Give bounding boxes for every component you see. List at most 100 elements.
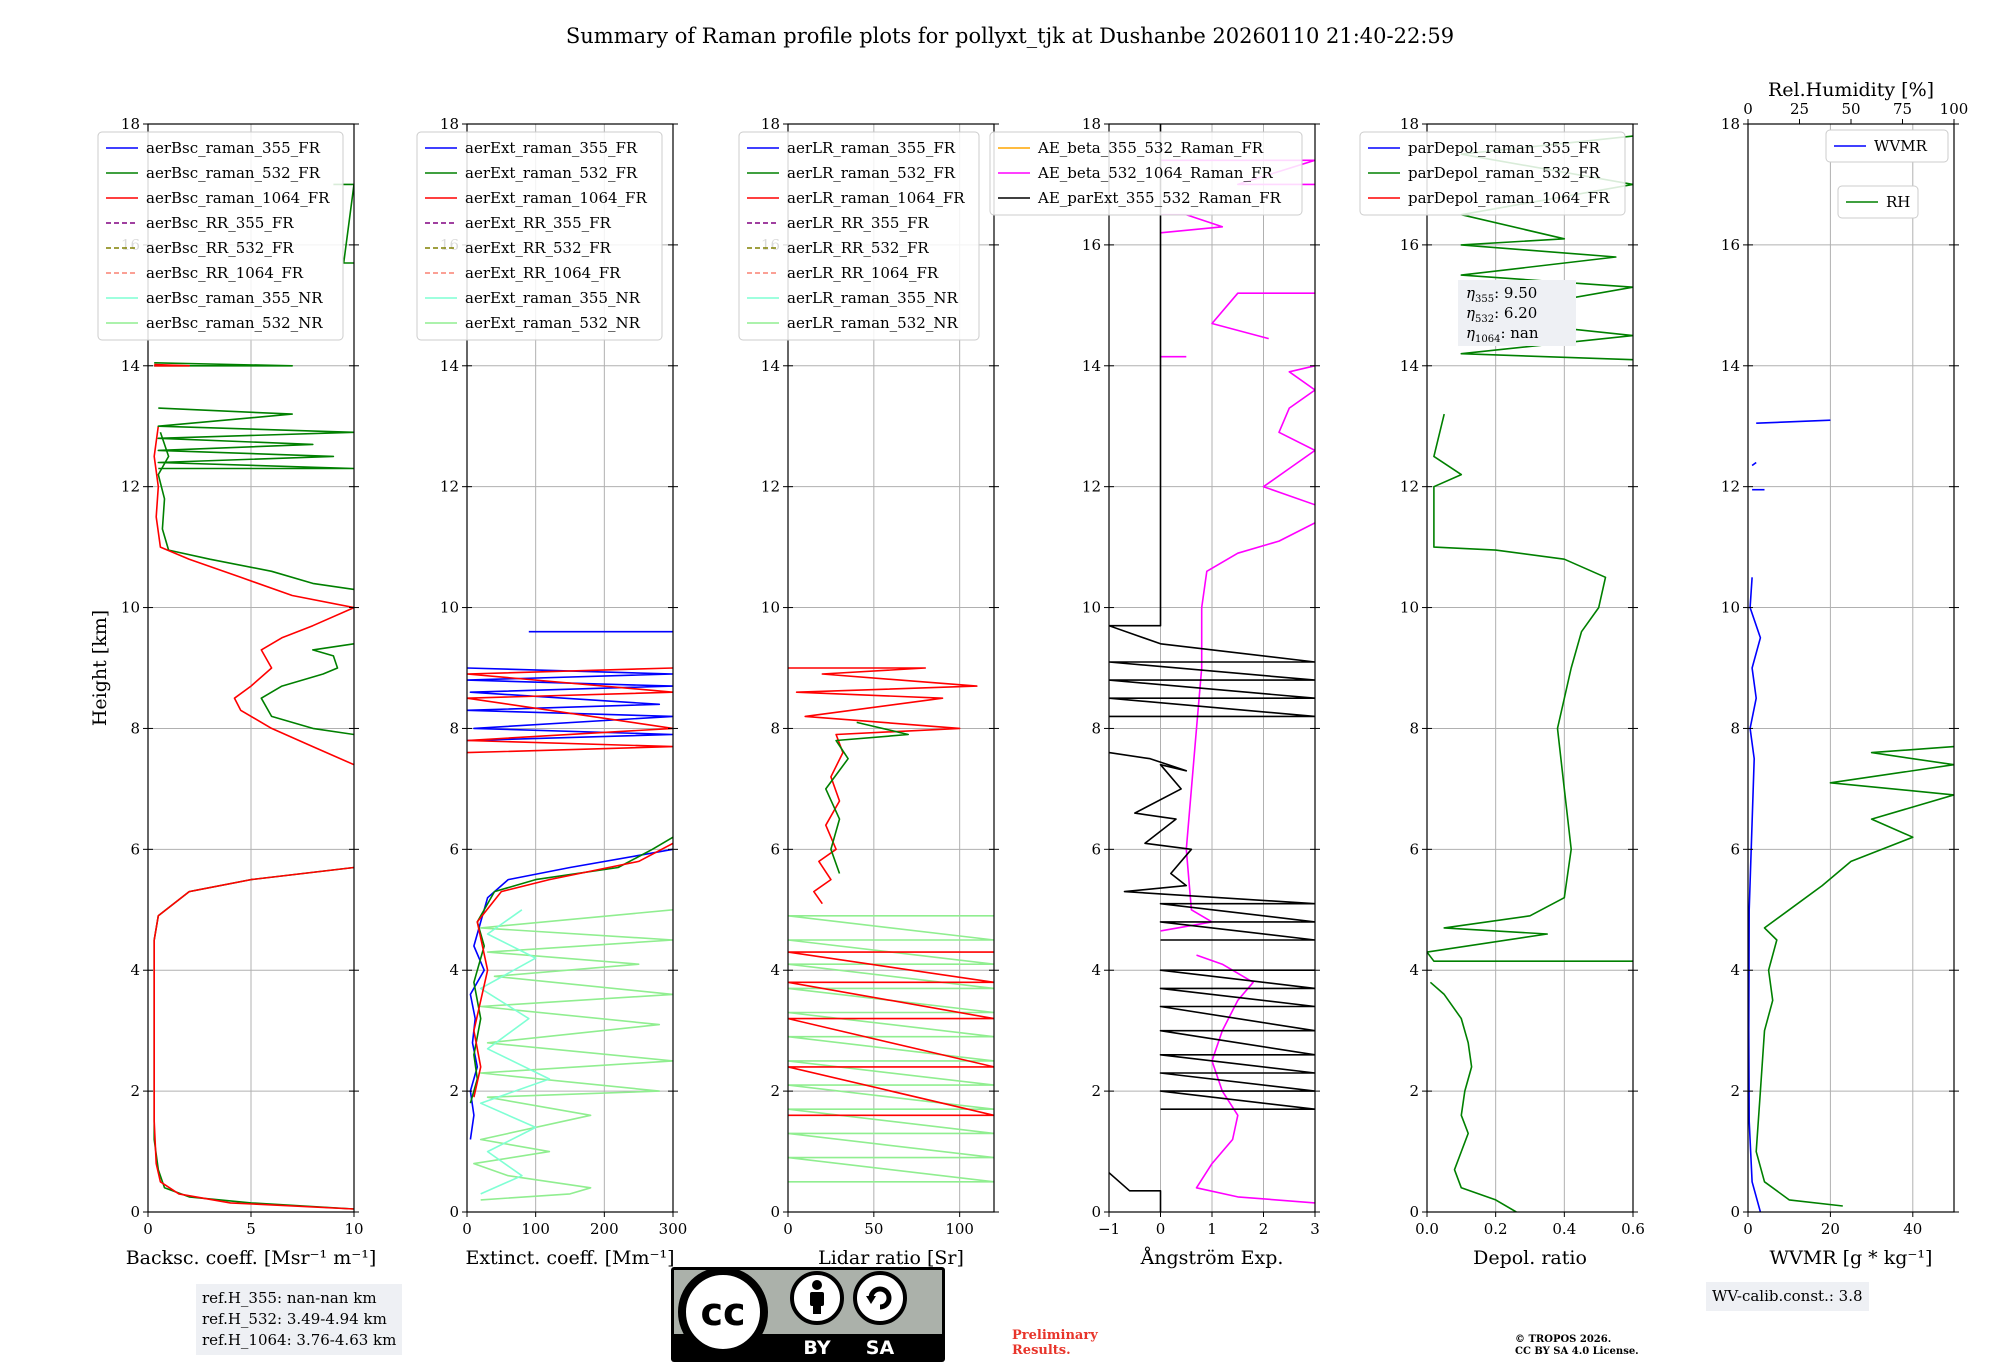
y-tick-label: 16 [1082, 236, 1101, 254]
y-tick-label: 8 [1409, 719, 1419, 737]
series-group [1748, 419, 1954, 1212]
copyright-line-1: © TROPOS 2026. [1515, 1334, 1612, 1345]
cc-by-sa-license-logo: cc BY SA [671, 1267, 945, 1362]
ref-height-532: ref.H_532: 3.49-4.94 km [202, 1310, 387, 1328]
series-line-parDepol_raman_532_FR [1429, 981, 1517, 1212]
series-line-aerLR_raman_1064_FR [788, 667, 978, 905]
series-line-aerBsc_raman_1064_FR [154, 363, 190, 367]
x-tick-label: −1 [1098, 1220, 1120, 1238]
attribution-person-icon [810, 1280, 824, 1314]
y-tick-label: 4 [1730, 961, 1740, 979]
y-tick-label: 18 [440, 115, 459, 133]
y-tick-label: 4 [770, 961, 780, 979]
y-tick-label: 18 [761, 115, 780, 133]
y-tick-label: 6 [1409, 840, 1419, 858]
legend-label: aerLR_raman_1064_FR [787, 189, 965, 207]
series-line-aerExt_raman_1064_FR [473, 842, 673, 1098]
series-line-aerBsc_raman_532_FR [157, 432, 354, 591]
series-group [153, 183, 354, 1210]
y-tick-label: 2 [1091, 1082, 1101, 1100]
series-line-RH [1755, 745, 1954, 1207]
y-tick-label: 10 [761, 599, 780, 617]
series-line-parDepol_raman_532_FR [1460, 135, 1633, 361]
y-tick-label: 12 [121, 478, 140, 496]
y-tick-label: 18 [1721, 115, 1740, 133]
legend: aerExt_raman_355_FR aerExt_raman_532_FRae… [416, 131, 663, 341]
x-tick-label: 5 [246, 1220, 256, 1238]
preliminary-line-2: Results. [1012, 1343, 1071, 1358]
y-tick-label: 8 [449, 719, 459, 737]
y-tick-label: 12 [1400, 478, 1419, 496]
series-line-aerBsc_raman_532_FR [260, 643, 354, 736]
legend-label: aerBsc_RR_532_FR [146, 239, 294, 257]
x-tick-label: 1 [1207, 1220, 1217, 1238]
legend-label: aerBsc_raman_532_FR [146, 164, 321, 182]
legend-label: aerExt_RR_1064_FR [465, 264, 621, 282]
series-line-aerLR_raman_532_FR [824, 721, 910, 874]
x-tick-label: 300 [659, 1220, 688, 1238]
y-tick-label: 2 [1409, 1082, 1419, 1100]
legend-box [1359, 131, 1626, 216]
y-tick-label: 18 [1400, 115, 1419, 133]
legend-label: AE_beta_355_532_Raman_FR [1037, 139, 1264, 157]
ref-height-355: ref.H_355: nan-nan km [202, 1289, 377, 1307]
legend-label: aerBsc_raman_1064_FR [146, 189, 330, 207]
y-tick-label: 14 [1400, 357, 1419, 375]
legend-box [97, 131, 344, 341]
legend: parDepol_raman_355_FR parDepol_raman_532_… [1359, 131, 1626, 216]
legend-label: aerLR_RR_355_FR [787, 214, 929, 232]
x-tick-label: 0.4 [1552, 1220, 1576, 1238]
x-tick-label: 0 [143, 1220, 153, 1238]
y-tick-label: 4 [130, 961, 140, 979]
annotation-line: η355: 9.50 [1466, 284, 1537, 305]
series-line-aerBsc_raman_532_FR [154, 362, 294, 367]
y-tick-label: 16 [1721, 236, 1740, 254]
series-line-AE_parExt_355_532_Raman_FR [1109, 124, 1315, 718]
copyright-note: © TROPOS 2026. CC BY SA 4.0 License. [1515, 1334, 1639, 1358]
y-tick-label: 0 [130, 1203, 140, 1221]
ref-height-1064: ref.H_1064: 3.76-4.63 km [202, 1331, 397, 1349]
legend-label: aerLR_raman_355_NR [787, 289, 958, 307]
y-tick-label: 8 [770, 719, 780, 737]
x-tick-label: 0 [462, 1220, 472, 1238]
x-tick-label: 200 [590, 1220, 619, 1238]
series-line-WVMR [1748, 577, 1762, 1212]
legend-label: aerBsc_raman_355_NR [146, 289, 323, 307]
x2-axis-label: Rel.Humidity [%] [1768, 79, 1934, 101]
y-tick-label: 12 [1082, 478, 1101, 496]
y-tick-label: 12 [440, 478, 459, 496]
legend-label: aerLR_RR_532_FR [787, 239, 929, 257]
legend-label: aerLR_raman_532_NR [787, 314, 958, 332]
preliminary-results-note: Preliminary Results. [1012, 1328, 1098, 1358]
x-axis-label: WVMR [g * kg⁻¹] [1770, 1247, 1933, 1269]
y-tick-label: 6 [770, 840, 780, 858]
x-tick-label: 0 [1743, 1220, 1753, 1238]
x-tick-label: 0.0 [1415, 1220, 1439, 1238]
legend-label: aerExt_RR_355_FR [465, 214, 612, 232]
series-line-AE_beta_532_1064_Raman_FR [1211, 292, 1315, 340]
x-tick-label: 20 [1821, 1220, 1840, 1238]
wv-calib-text: WV-calib.const.: 3.8 [1712, 1287, 1863, 1305]
x-tick-label: 40 [1903, 1220, 1922, 1238]
x-tick-label: 50 [864, 1220, 883, 1238]
series-group [788, 667, 994, 1183]
x-tick-label: 3 [1310, 1220, 1320, 1238]
legend-label: WVMR [1874, 137, 1928, 155]
legend: aerLR_raman_355_FR aerLR_raman_532_FR aerL… [738, 131, 980, 341]
preliminary-line-1: Preliminary [1012, 1328, 1098, 1343]
series-line-aerBsc_raman_532_FR [153, 866, 354, 1210]
annotation-box [1458, 280, 1576, 346]
series-line-aerBsc_raman_532_FR [333, 183, 354, 264]
x2-tick-label: 75 [1893, 100, 1912, 118]
series-line-aerBsc_raman_1064_FR [233, 606, 354, 766]
axes-frame [787, 123, 995, 1213]
x-tick-label: 0.6 [1621, 1220, 1645, 1238]
series-line-aerLR_raman_1064_FR [788, 951, 994, 1117]
series-line-aerLR_raman_532_NR [788, 914, 994, 1183]
x-axis-label: Ångström Exp. [1140, 1247, 1284, 1269]
y-tick-label: 18 [1082, 115, 1101, 133]
annotation-line: η532: 6.20 [1466, 304, 1537, 325]
legend: WVMR RH [1825, 129, 1949, 219]
